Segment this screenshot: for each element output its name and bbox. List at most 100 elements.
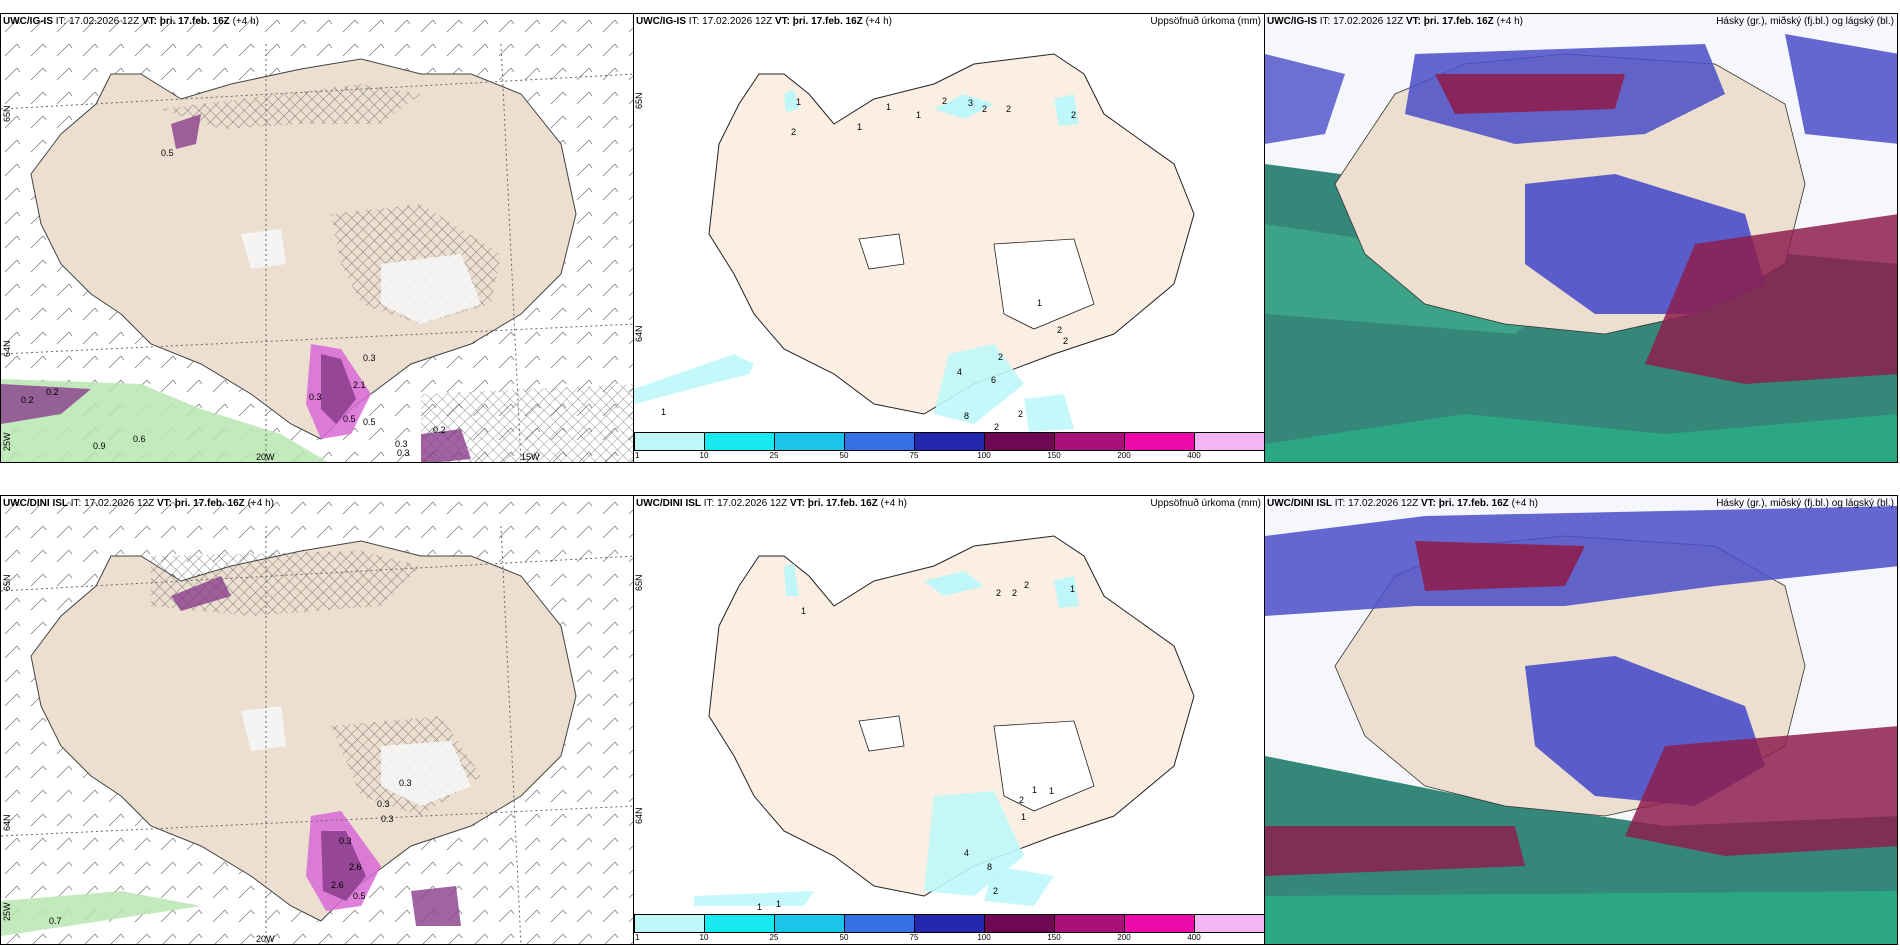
value-label: 0.5	[343, 414, 356, 424]
colorbar-tick: 75	[909, 451, 919, 460]
value-label: 2.1	[353, 380, 366, 390]
lat-label: 64N	[634, 325, 644, 342]
colorbar-tick: 100	[977, 933, 991, 942]
lat-label: 64N	[634, 807, 644, 824]
value-label: 2	[1006, 104, 1012, 114]
colorbar-ticks: 1 10 25 50 75 100 150 200 400	[634, 933, 1264, 944]
value-label: 0.2	[46, 387, 59, 397]
value-label: 6	[991, 375, 997, 385]
value-label: 2	[1024, 580, 1030, 590]
colorbar-segment	[915, 433, 985, 450]
value-label: 2	[1019, 795, 1025, 805]
colorbar-tick: 75	[909, 933, 919, 942]
colorbar-tick: 400	[1187, 451, 1201, 460]
panel-header: UWC/DINI ISL IT: 17.02.2026 12Z VT: þri.…	[1267, 498, 1538, 509]
lat-label: 64N	[2, 814, 12, 831]
value-label: 2	[1071, 110, 1077, 120]
colorbar	[634, 914, 1264, 933]
colorbar-segment	[1055, 433, 1125, 450]
panel-header: UWC/DINI ISL IT: 17.02.2026 12Z VT: þri.…	[3, 498, 274, 509]
value-label: 0.3	[339, 836, 352, 846]
colorbar-segment	[985, 915, 1055, 932]
value-label: 1	[776, 899, 782, 909]
value-label: 4	[964, 848, 970, 858]
wind-precip-map	[1, 14, 633, 462]
colorbar-tick: 200	[1117, 451, 1131, 460]
colorbar-tick: 10	[699, 451, 709, 460]
value-label: 2	[994, 422, 1000, 432]
value-label: 1	[796, 97, 802, 107]
accum-precip-map	[634, 53, 1195, 432]
panel-title: Hásky (gr.), miðský (fj.bl.) og lágský (…	[1716, 16, 1894, 27]
value-label: 1	[801, 606, 807, 616]
value-label: 0.3	[395, 439, 408, 449]
value-label: 1	[1032, 785, 1038, 795]
colorbar-segment	[915, 915, 985, 932]
value-label: 0.2	[21, 395, 34, 405]
lat-label: 65N	[634, 574, 644, 591]
colorbar-tick: 150	[1047, 451, 1061, 460]
colorbar-segment	[845, 915, 915, 932]
lat-label: 65N	[634, 92, 644, 109]
value-label: 1	[1070, 584, 1076, 594]
value-label: 1	[886, 102, 892, 112]
value-label: 0.3	[381, 814, 394, 824]
colorbar-tick: 400	[1187, 933, 1201, 942]
value-label: 1	[1037, 298, 1043, 308]
colorbar	[634, 432, 1264, 451]
value-label: 2	[998, 352, 1004, 362]
panel-title: Uppsöfnuð úrkoma (mm)	[1150, 16, 1261, 27]
colorbar-tick: 10	[699, 933, 709, 942]
value-label: 0.9	[93, 441, 106, 451]
value-label: 1	[857, 122, 863, 132]
value-label: 0.3	[397, 448, 410, 458]
panel-header: UWC/DINI ISL IT: 17.02.2026 12Z VT: þri.…	[636, 498, 907, 509]
lat-label: 64N	[2, 340, 12, 357]
value-label: 1	[1049, 786, 1055, 796]
value-label: 2	[1012, 588, 1018, 598]
value-label: 2	[993, 886, 999, 896]
lon-label: 15W	[521, 452, 540, 462]
value-label: 0.2	[433, 425, 446, 435]
colorbar-tick: 25	[769, 933, 779, 942]
value-label: 2	[996, 588, 1002, 598]
value-label: 1	[1021, 812, 1027, 822]
colorbar-tick: 100	[977, 451, 991, 460]
panel-row1-accum-precip: UWC/IG-IS IT: 17.02.2026 12Z VT: þri. 17…	[633, 13, 1265, 463]
value-label: 2.6	[349, 862, 362, 872]
colorbar-tick: 1	[635, 933, 640, 942]
panel-row2-clouds: UWC/DINI ISL IT: 17.02.2026 12Z VT: þri.…	[1264, 495, 1898, 945]
colorbar-tick: 50	[839, 451, 849, 460]
value-label: 3	[968, 98, 974, 108]
value-label: 8	[964, 411, 970, 421]
value-label: 2	[1063, 336, 1069, 346]
panel-header: UWC/IG-IS IT: 17.02.2026 12Z VT: þri. 17…	[636, 16, 892, 27]
value-label: 2.6	[331, 880, 344, 890]
cloud-cover-map	[1265, 14, 1897, 462]
colorbar-segment	[705, 915, 775, 932]
colorbar-segment	[1125, 915, 1195, 932]
colorbar-segment	[845, 433, 915, 450]
cloud-cover-map	[1265, 496, 1897, 944]
panel-row1-wind-precip: UWC/IG-IS IT: 17.02.2026 12Z VT: þri. 17…	[0, 13, 634, 463]
panel-title: Hásky (gr.), miðský (fj.bl.) og lágský (…	[1716, 498, 1894, 509]
value-label: 0.3	[377, 799, 390, 809]
colorbar-segment	[775, 915, 845, 932]
value-label: 0.6	[133, 434, 146, 444]
colorbar-tick: 50	[839, 933, 849, 942]
value-label: 0.3	[309, 392, 322, 402]
colorbar-tick: 200	[1117, 933, 1131, 942]
value-label: 2	[1018, 409, 1024, 419]
lon-label: 20W	[256, 452, 275, 462]
panel-title: Uppsöfnuð úrkoma (mm)	[1150, 498, 1261, 509]
colorbar-segment	[1055, 915, 1125, 932]
accum-precip-map	[694, 535, 1195, 906]
colorbar-segment	[1195, 915, 1264, 932]
lon-label: 20W	[256, 934, 275, 944]
lat-label: 65N	[2, 105, 12, 122]
panel-row2-wind-precip: UWC/DINI ISL IT: 17.02.2026 12Z VT: þri.…	[0, 495, 634, 945]
value-label: 2	[791, 127, 797, 137]
value-label: 0.5	[353, 891, 366, 901]
lat-label: 65N	[2, 574, 12, 591]
value-label: 0.5	[161, 148, 174, 158]
